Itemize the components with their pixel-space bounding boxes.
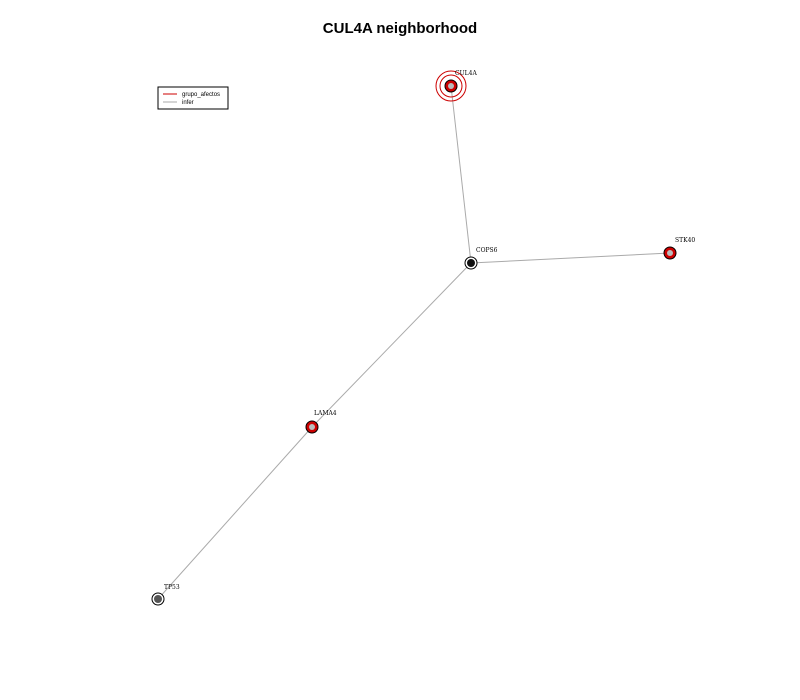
node-tp53-core [154, 595, 162, 603]
node-label-tp53: TP53 [164, 584, 180, 591]
edge-layer [157, 85, 671, 600]
edge-cops6-stk40 [470, 252, 671, 264]
node-stk40[interactable]: STK40 [663, 237, 695, 260]
legend-label-grupo-afectos: grupo_afectos [182, 92, 220, 98]
legend: grupo_afectos infer [157, 86, 229, 110]
legend-box [157, 86, 229, 110]
edge-cops6-lama4 [311, 262, 472, 428]
node-lama4[interactable]: LAMA4 [305, 410, 337, 434]
node-cul4a[interactable]: CUL4A [435, 70, 477, 102]
node-label-cops6: COPS6 [476, 247, 498, 254]
node-label-lama4: LAMA4 [314, 410, 337, 417]
edge-lama4-tp53 [157, 426, 313, 600]
node-stk40-core [667, 250, 673, 256]
node-cul4a-halo-inner [439, 74, 463, 98]
edge-cul4a-cops6 [450, 85, 472, 264]
node-cops6-core [467, 259, 475, 267]
node-lama4-core [309, 424, 315, 430]
node-tp53[interactable]: TP53 [151, 584, 180, 606]
node-cul4a-core [448, 83, 454, 89]
node-cul4a-halo-outer [435, 70, 467, 102]
node-label-cul4a: CUL4A [455, 70, 477, 77]
node-layer: CUL4A COPS6 STK40 LAMA4 TP53 [151, 70, 695, 606]
node-cops6[interactable]: COPS6 [464, 247, 498, 270]
legend-label-infer: infer [182, 100, 194, 106]
chart-title: CUL4A neighborhood [322, 20, 478, 37]
node-label-stk40: STK40 [675, 237, 695, 244]
